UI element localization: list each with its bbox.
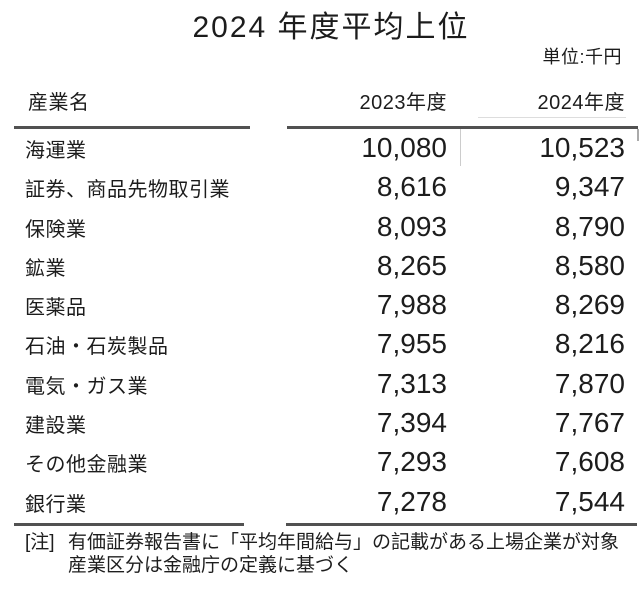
fy2024-value-cell: 7,767 [554,407,625,439]
fy2023-value-cell: 8,616 [376,171,447,203]
table-header-row: 産業名 2023年度 2024年度 [0,87,640,114]
industry-name-cell: 銀行業 [25,493,87,516]
fy2024-value-cell: 7,544 [554,485,625,517]
industry-name-cell: その他金融業 [25,454,148,477]
header-rule-left [14,126,250,129]
footnote-marker: [注] [25,532,55,553]
table-row: 建設業 7,394 7,767 [0,405,640,444]
chart-title: 2024 年度平均上位 [192,11,470,44]
fy2023-value-cell: 7,293 [376,446,447,478]
header-fy2024: 2024年度 [537,91,625,114]
table-row: 証券、商品先物取引業 8,616 9,347 [0,169,640,208]
footnote-line-2: 産業区分は金融庁の定義に基づく [68,554,354,576]
fy2023-value-cell: 7,313 [376,367,447,399]
footnote: [注] 有価証券報告書に「平均年間給与」の記載がある上場企業が対象 産業区分は金… [25,532,619,577]
footer-rule-left [14,523,244,526]
industry-name-cell: 建設業 [25,415,87,438]
fy2023-value-cell: 8,093 [376,210,447,242]
footnote-line-1: 有価証券報告書に「平均年間給与」の記載がある上場企業が対象 [68,532,620,553]
footnote-text: 有価証券報告書に「平均年間給与」の記載がある上場企業が対象 産業区分は金融庁の定… [68,532,619,577]
table-row: 石油・石炭製品 7,955 8,216 [0,326,640,365]
table-row: 鉱業 8,265 8,580 [0,248,640,287]
faint-edge-tick [637,129,639,141]
header-rule-right [287,126,638,129]
table-row: 電気・ガス業 7,313 7,870 [0,366,640,405]
table-row: その他金融業 7,293 7,608 [0,444,640,483]
header-fy2023: 2023年度 [359,91,447,114]
fy2024-value-cell: 9,347 [554,171,625,203]
fy2023-value-cell: 8,265 [376,249,447,281]
fy2023-value-cell: 7,988 [376,289,447,321]
industry-name-cell: 鉱業 [25,257,66,280]
industry-name-cell: 証券、商品先物取引業 [25,179,230,202]
industry-name-cell: 医薬品 [25,297,87,320]
header-industry: 産業名 [28,91,90,114]
unit-label: 単位:千円 [542,47,622,67]
fy2023-value-cell: 7,394 [376,407,447,439]
fy2023-value-cell: 7,278 [376,485,447,517]
faint-column-divider [460,129,461,166]
faint-cell-border-top [478,117,626,118]
industry-name-cell: 電気・ガス業 [25,375,148,398]
fy2024-value-cell: 8,216 [554,328,625,360]
fy2023-value-cell: 7,955 [376,328,447,360]
fy2024-value-cell: 8,269 [554,289,625,321]
table-row: 銀行業 7,278 7,544 [0,484,640,523]
table-row: 医薬品 7,988 8,269 [0,287,640,326]
industry-name-cell: 石油・石炭製品 [25,336,169,359]
fy2024-value-cell: 7,870 [554,367,625,399]
fy2024-value-cell: 7,608 [554,446,625,478]
table-row: 保険業 8,093 8,790 [0,209,640,248]
footer-rule-right [286,523,637,526]
industry-name-cell: 保険業 [25,218,87,241]
industry-name-cell: 海運業 [25,140,87,162]
fy2024-value-cell: 8,580 [554,249,625,281]
fy2024-value-cell: 10,523 [539,132,625,163]
fy2024-value-cell: 8,790 [554,210,625,242]
fy2023-value-cell: 10,080 [361,132,447,163]
table-body: 海運業 10,080 10,523 証券、商品先物取引業 8,616 9,347… [0,130,640,523]
table-row: 海運業 10,080 10,523 [0,130,640,169]
